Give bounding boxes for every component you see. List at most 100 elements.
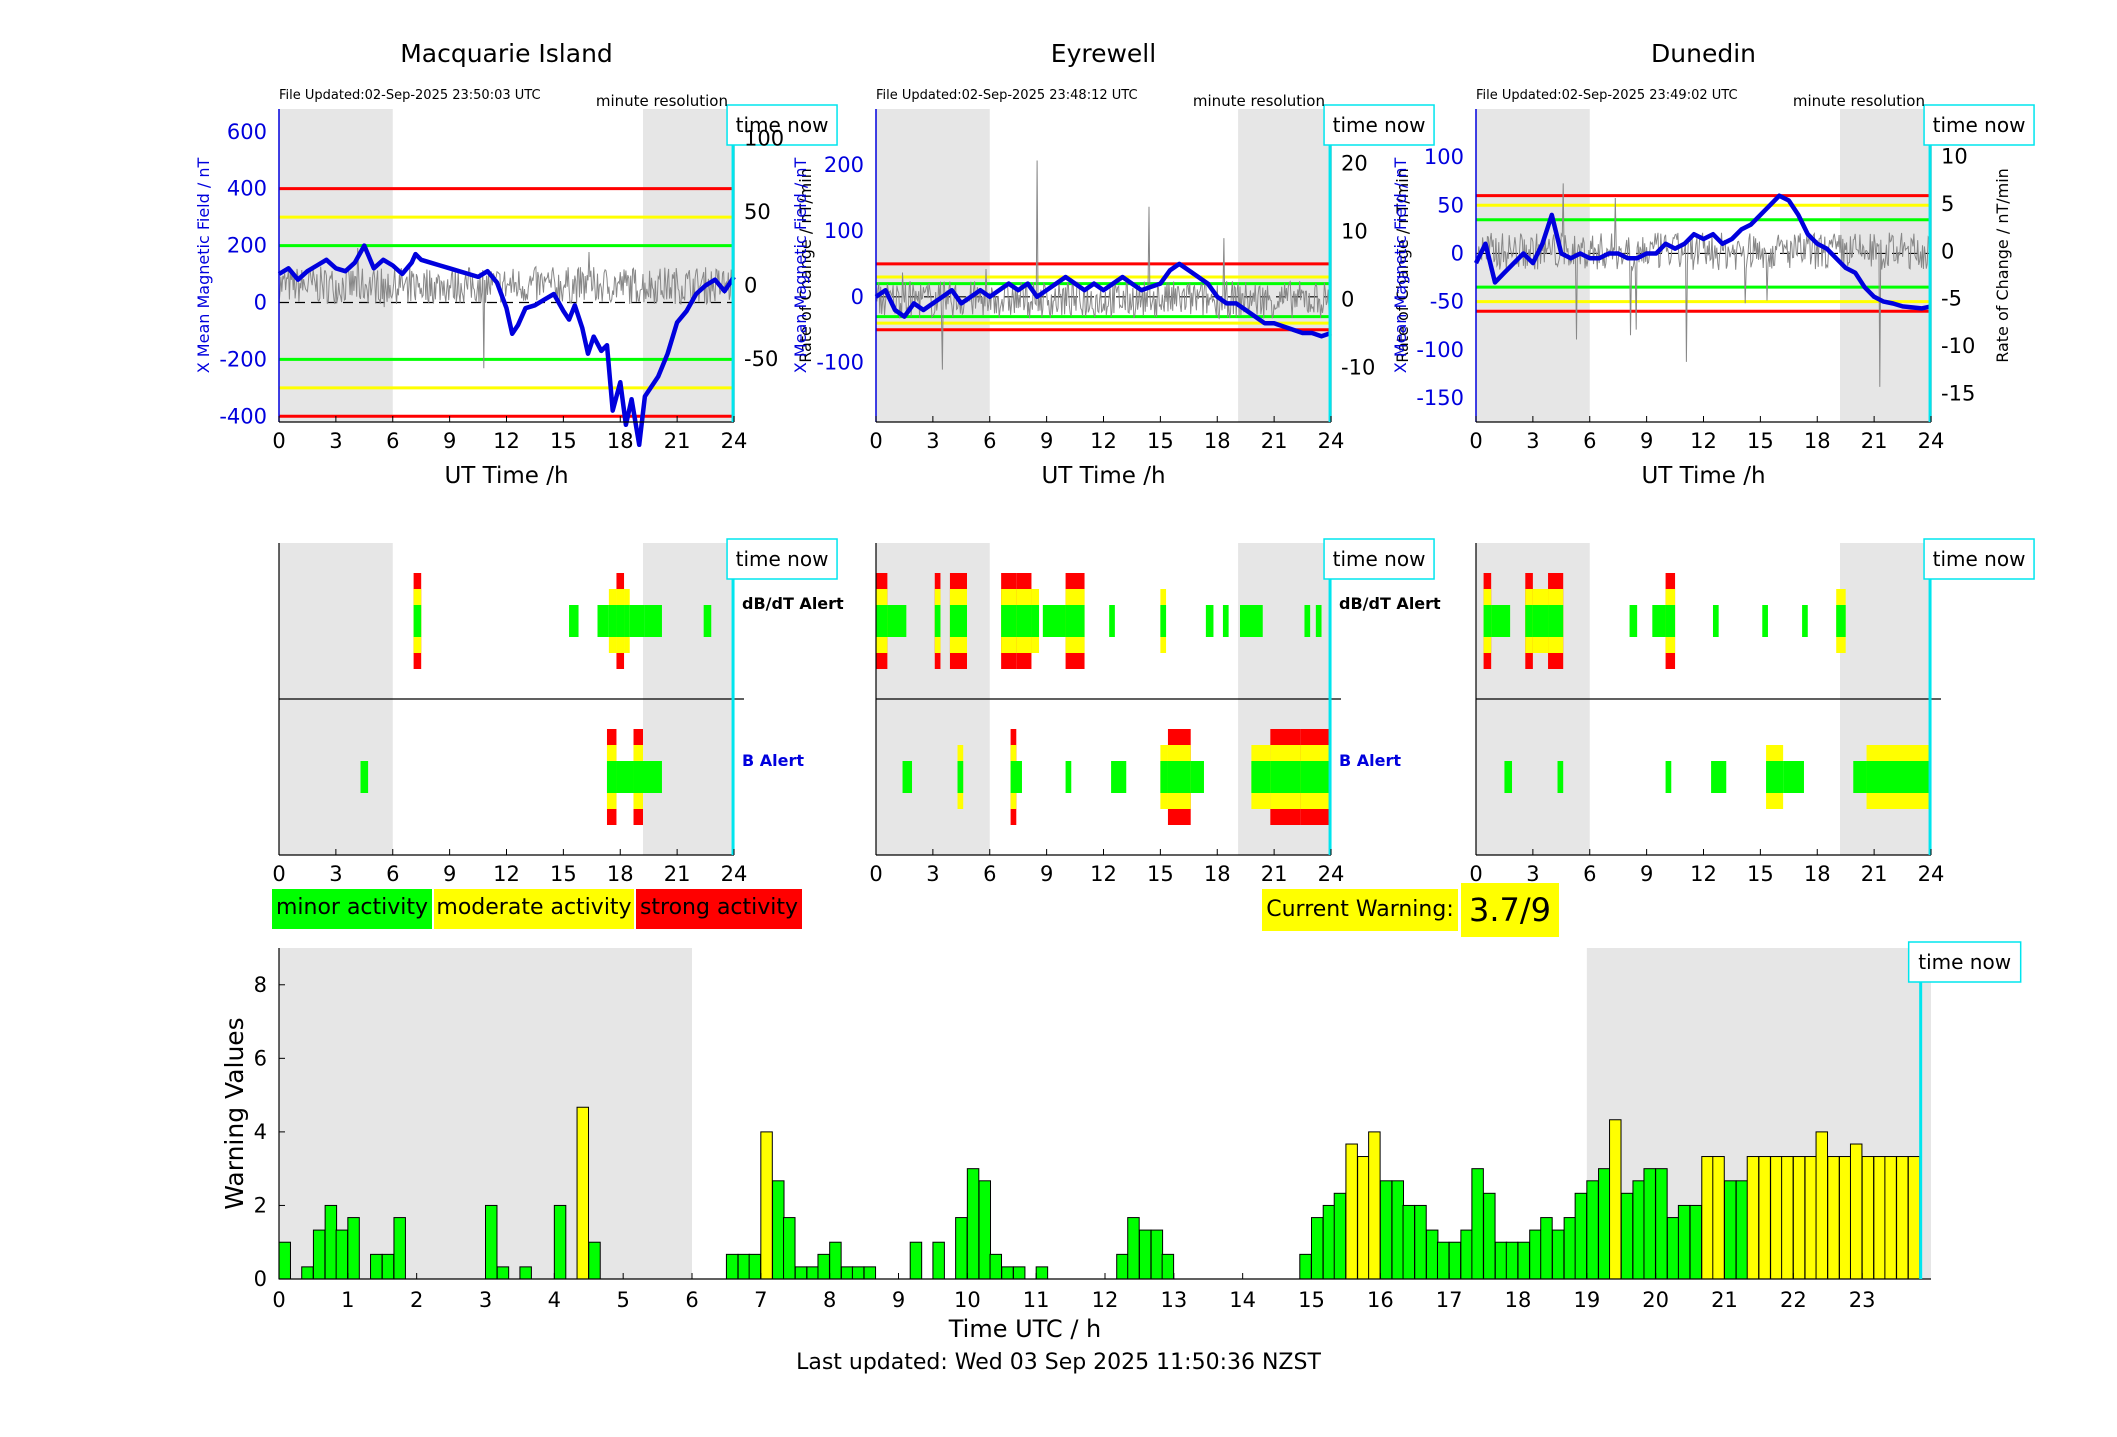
y-tick-label: 2: [254, 1193, 267, 1217]
x-axis-label: Time UTC / h: [948, 1315, 1102, 1343]
dbdt-alert-bar-minor: [1222, 605, 1229, 637]
x-tick-label: 21: [664, 862, 691, 886]
b-alert-bar-minor: [1766, 761, 1784, 793]
warning-bar: [1345, 1143, 1358, 1280]
y-tick-label: 400: [227, 177, 267, 201]
dbdt-alert-bar-minor: [1665, 605, 1676, 637]
mean-field-line: [1473, 193, 1932, 311]
warning-bar: [1368, 1131, 1381, 1280]
b-alert-bar-minor: [902, 761, 913, 793]
warning-bar: [1436, 1241, 1450, 1280]
x-tick-label: 18: [1204, 862, 1231, 886]
warning-bar: [840, 1266, 854, 1280]
b-alert-bar-minor: [1014, 761, 1022, 793]
x-tick-label: 21: [664, 429, 691, 453]
y-right-tick-label: 100: [744, 126, 784, 150]
b-alert-bar-minor: [1167, 761, 1191, 793]
warning-bar: [978, 1180, 992, 1280]
warning-bar: [278, 1241, 291, 1280]
warning-bar: [1150, 1229, 1164, 1280]
night-shading: [876, 109, 990, 422]
x-tick-label: 4: [548, 1288, 561, 1312]
warning-bar: [1299, 1253, 1312, 1280]
time-now-label: time now: [736, 113, 829, 137]
warning-bar: [1127, 1217, 1140, 1280]
x-tick-label: 11: [1023, 1288, 1050, 1312]
b-alert-bar-minor: [1504, 761, 1513, 793]
resolution-label: minute resolution: [596, 92, 728, 110]
x-tick-label: 9: [1040, 862, 1053, 886]
x-axis-label: UT Time /h: [444, 463, 568, 489]
x-tick-label: 12: [1090, 429, 1117, 453]
warning-bar: [1758, 1156, 1771, 1280]
y-tick-label: -150: [1416, 386, 1464, 410]
station-title: Macquarie Island: [400, 39, 613, 68]
warning-bar: [806, 1266, 819, 1280]
warning-bar: [312, 1229, 326, 1280]
x-tick-label: 18: [607, 862, 634, 886]
warning-bar: [772, 1180, 785, 1280]
y-right-tick-label: 0: [1341, 288, 1354, 312]
x-tick-label: 18: [1804, 862, 1831, 886]
x-tick-label: 21: [1261, 862, 1288, 886]
dbdt-alert-bar-minor: [1836, 605, 1846, 637]
dbdt-alert-bar-minor: [1304, 605, 1311, 637]
x-tick-label: 12: [1090, 862, 1117, 886]
dbdt-alert-bar-minor: [1016, 605, 1032, 637]
night-shading: [643, 109, 734, 422]
x-tick-label: 9: [443, 862, 456, 886]
x-tick-label: 9: [1640, 429, 1653, 453]
rate-of-change-line: [875, 160, 1331, 370]
y-tick-label: 0: [254, 1267, 267, 1291]
warning-bar: [1402, 1204, 1416, 1280]
x-tick-label: 3: [1526, 862, 1539, 886]
x-tick-label: 3: [926, 429, 939, 453]
legend-strong-activity: strong activity: [636, 889, 802, 929]
b-alert-label: B Alert: [742, 751, 804, 770]
warning-bar: [1873, 1156, 1886, 1280]
y-tick-label: -50: [1430, 290, 1464, 314]
x-tick-label: 9: [443, 429, 456, 453]
warning-bar: [1907, 1156, 1921, 1280]
y-axis-label-right: Rate of Change / nT/min: [1993, 168, 2012, 363]
x-tick-label: 23: [1849, 1288, 1876, 1312]
mean-field-line: [277, 243, 736, 448]
night-shading: [1840, 109, 1931, 422]
time-now-label: time now: [1918, 950, 2011, 974]
y-right-tick-label: -10: [1941, 334, 1975, 358]
station-title: Eyrewell: [1051, 39, 1156, 68]
warning-bar: [817, 1253, 830, 1280]
file-updated: File Updated:02-Sep-2025 23:50:03 UTC: [279, 88, 541, 103]
warning-bar: [1161, 1253, 1175, 1280]
b-alert-bar-minor: [606, 761, 617, 793]
warning-bar: [1001, 1266, 1014, 1280]
time-now-box: [1923, 538, 2035, 580]
time-now-label: time now: [1933, 547, 2026, 571]
y-right-tick-label: 5: [1941, 192, 1954, 216]
warning-bar: [909, 1241, 923, 1280]
b-alert-bar-minor: [1711, 761, 1727, 793]
warning-bar: [1598, 1168, 1611, 1280]
b-alert-bar-minor: [1251, 761, 1271, 793]
current-warning-value: 3.7/9: [1461, 883, 1559, 937]
warning-bar: [1448, 1241, 1462, 1280]
dbdt-alert-bar-minor: [1712, 605, 1719, 637]
y-right-tick-label: 0: [1941, 239, 1954, 263]
x-tick-label: 0: [272, 862, 285, 886]
y-right-tick-label: 20: [1341, 151, 1368, 175]
x-tick-label: 6: [1583, 429, 1596, 453]
warning-bar: [1012, 1266, 1026, 1280]
y-tick-label: 4: [254, 1120, 267, 1144]
x-tick-label: 9: [892, 1288, 905, 1312]
warning-bar: [1861, 1156, 1875, 1280]
warning-bar: [1746, 1156, 1760, 1280]
dbdt-alert-bar-minor: [569, 605, 579, 637]
x-tick-label: 22: [1780, 1288, 1807, 1312]
y-right-tick-label: -50: [744, 347, 778, 371]
x-tick-label: 15: [1298, 1288, 1325, 1312]
y-tick-label: 0: [851, 285, 864, 309]
x-tick-label: 15: [1747, 429, 1774, 453]
x-tick-label: 10: [954, 1288, 981, 1312]
y-tick-label: 0: [254, 290, 267, 314]
b-alert-bar-minor: [1783, 761, 1804, 793]
